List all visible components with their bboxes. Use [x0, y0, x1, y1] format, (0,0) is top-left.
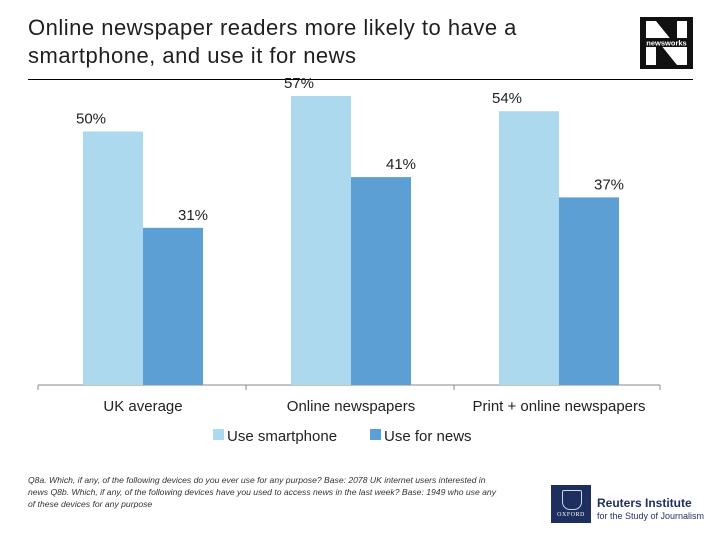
data-label: 54%	[492, 90, 522, 107]
bar-0-1	[291, 96, 351, 385]
legend-label: Use for news	[384, 428, 472, 445]
data-label: 37%	[594, 176, 624, 193]
data-label: 50%	[76, 110, 106, 127]
legend-label: Use smartphone	[227, 428, 337, 445]
data-label: 31%	[178, 207, 208, 224]
data-label: 41%	[386, 156, 416, 173]
data-label: 57%	[284, 75, 314, 92]
category-label: Online newspapers	[287, 398, 415, 415]
bar-1-0	[143, 227, 203, 385]
category-label: Print + online newspapers	[472, 398, 645, 415]
reuters-institute-title: Reuters Institute	[597, 496, 692, 510]
legend-swatch	[213, 429, 224, 440]
bar-1-1	[351, 177, 411, 385]
bar-0-2	[499, 111, 559, 386]
reuters-institute-subtitle: for the Study of Journalism	[597, 511, 705, 521]
footnote: Q8a. Which, if any, of the following dev…	[28, 475, 496, 509]
oxford-logo-text: OXFORD	[557, 512, 585, 518]
title-divider	[28, 79, 693, 80]
category-label: UK average	[103, 398, 182, 415]
newsworks-logo-text: newsworks	[646, 39, 686, 48]
bar-1-2	[559, 197, 619, 385]
oxford-logo: OXFORD	[551, 485, 591, 523]
legend-swatch	[370, 429, 381, 440]
chart-title: Online newspaper readers more likely to …	[28, 15, 517, 68]
newsworks-logo: newsworks	[640, 17, 693, 69]
bar-0-0	[83, 131, 143, 385]
oxford-crest-icon	[562, 490, 582, 510]
bar-chart: 50% 57% 54% 31% 41% 37% UK average Online newsp…	[37, 75, 661, 445]
